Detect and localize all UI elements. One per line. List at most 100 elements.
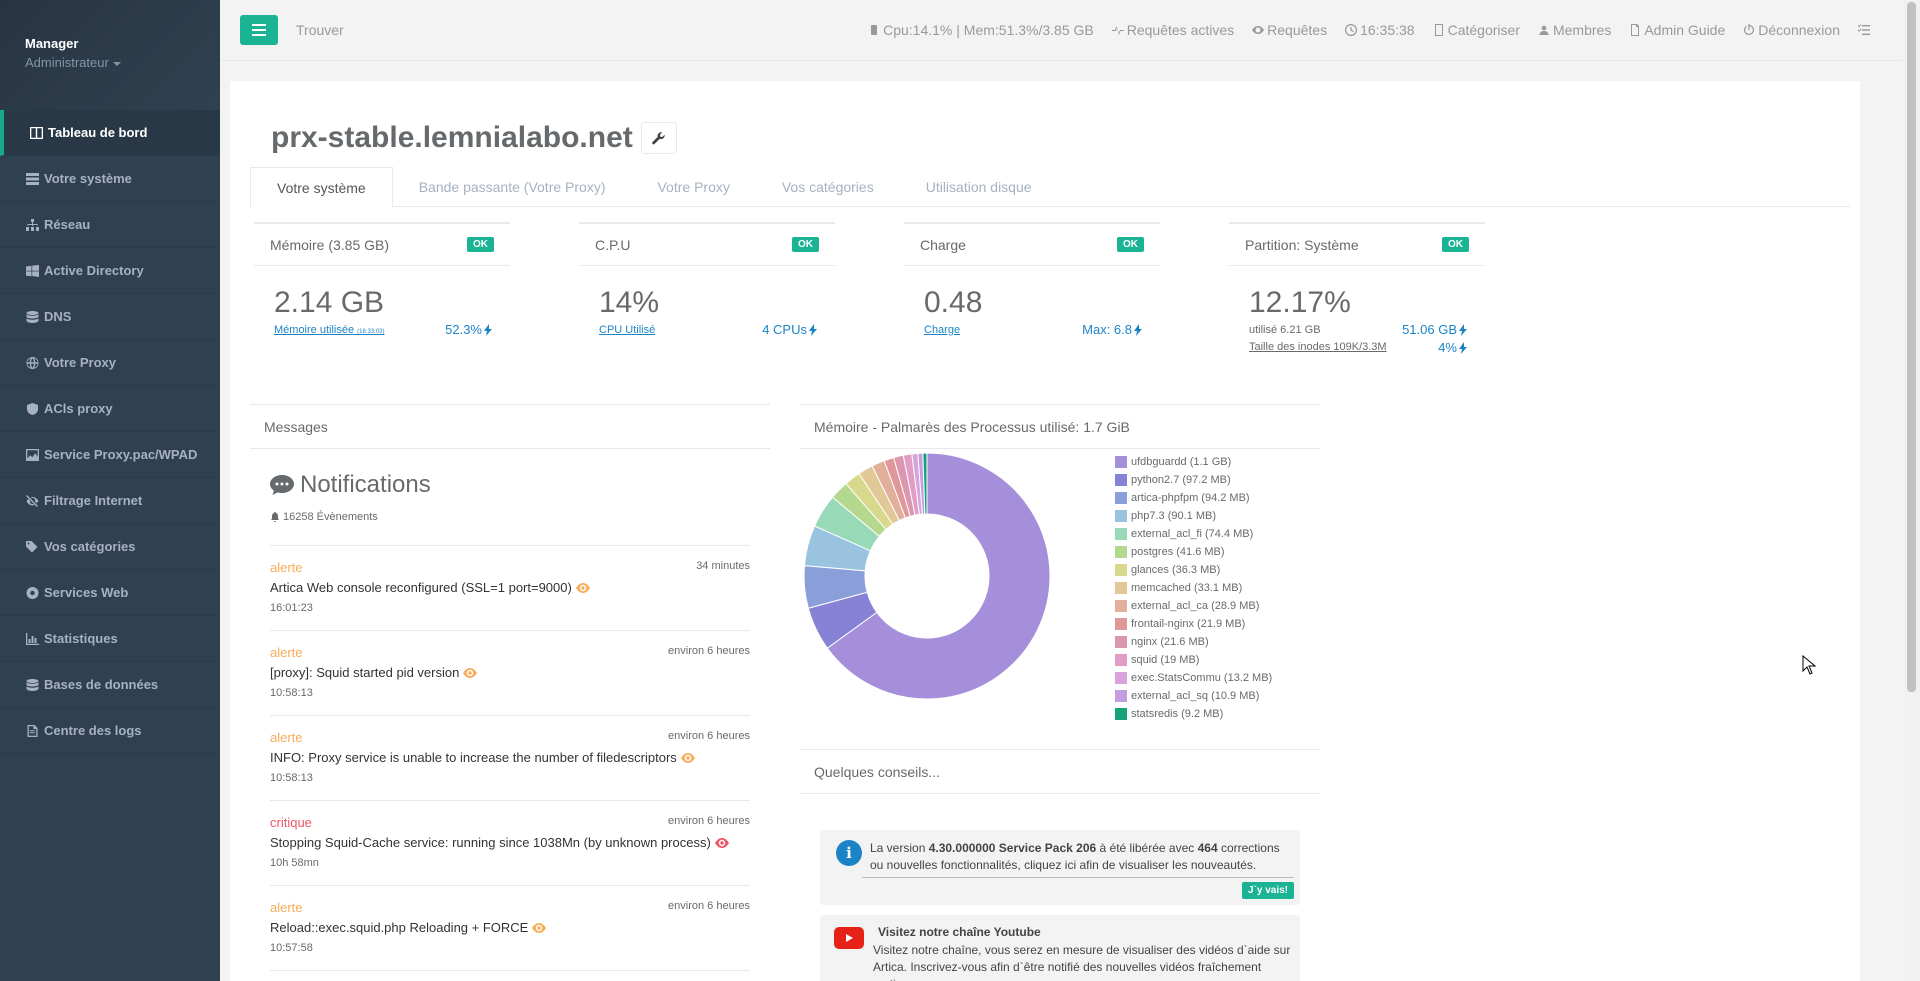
memory-chart-header: Mémoire - Palmarès des Processus utilisé… [800, 405, 1320, 449]
sidebar-item-label: Bases de données [44, 677, 159, 692]
list-item[interactable]: alerte environ 6 heures Reload::exec.squ… [270, 886, 750, 971]
tab-3[interactable]: Vos catégories [781, 179, 874, 195]
legend-label: exec.StatsCommu (13.2 MB) [1131, 672, 1273, 684]
eye-icon[interactable] [714, 837, 729, 848]
list-item[interactable]: alerte environ 6 heures [proxy]: Squid s… [270, 631, 750, 716]
admin-guide-link[interactable]: Admin Guide [1629, 22, 1725, 38]
tab-0[interactable]: Votre système [250, 167, 393, 208]
tab-4[interactable]: Utilisation disque [925, 179, 1032, 195]
profile-role-dropdown[interactable]: Administrateur [25, 55, 220, 70]
sidebar-item-0[interactable]: Tableau de bord [0, 110, 220, 156]
load-value: 0.48 [924, 286, 983, 319]
youtube-text: Visitez notre chaîne, vous serez en mesu… [873, 943, 1291, 981]
scrollbar-thumb[interactable] [1907, 2, 1916, 692]
book-icon [1434, 24, 1443, 36]
list-item[interactable]: alerte 34 minutes Artica Web console rec… [270, 546, 750, 631]
sitemap-icon [25, 218, 39, 231]
sidebar-item-4[interactable]: DNS [0, 294, 220, 340]
sidebar-item-7[interactable]: Service Proxy.pac/WPAD [0, 432, 220, 478]
legend-item[interactable]: memcached (33.1 MB) [1115, 579, 1272, 597]
settings-button[interactable] [640, 122, 677, 154]
system-status[interactable]: Cpu:14.1% | Mem:51.3%/3.85 GB [868, 22, 1094, 38]
eye-icon[interactable] [680, 752, 695, 763]
inodes-percent[interactable]: 4% [1438, 340, 1467, 355]
sidebar-item-8[interactable]: Filtrage Internet [0, 478, 220, 524]
notification-level: alerte [270, 900, 303, 915]
legend-item[interactable]: external_acl_sq (10.9 MB) [1115, 687, 1272, 705]
messages-header: Messages [250, 405, 770, 449]
pie-slice-0[interactable] [826, 452, 1051, 700]
partition-size[interactable]: 51.06 GB [1402, 322, 1467, 337]
bars-icon [252, 24, 266, 36]
cpu-used-link[interactable]: CPU Utilisé [599, 324, 656, 336]
sidebar-item-6[interactable]: ACls proxy [0, 386, 220, 432]
members-link[interactable]: Membres [1538, 22, 1611, 38]
eye-icon[interactable] [575, 582, 590, 593]
cpu-count[interactable]: 4 CPUs [762, 322, 817, 337]
search-input[interactable]: Trouver [296, 22, 344, 38]
tags-icon [25, 540, 39, 553]
legend-swatch [1115, 618, 1127, 630]
tab-1[interactable]: Bande passante (Votre Proxy) [418, 179, 606, 195]
sidebar-item-1[interactable]: Votre système [0, 156, 220, 202]
legend-item[interactable]: squid (19 MB) [1115, 651, 1272, 669]
eye-icon[interactable] [463, 667, 478, 678]
logout-link[interactable]: Déconnexion [1743, 22, 1840, 38]
go-button[interactable]: J`y vais! [1241, 882, 1294, 899]
sidebar-item-5[interactable]: Votre Proxy [0, 340, 220, 386]
tab-2[interactable]: Votre Proxy [657, 179, 730, 195]
notification-stamp: 16:01:23 [270, 602, 313, 614]
sidebar-item-9[interactable]: Vos catégories [0, 524, 220, 570]
legend-item[interactable]: artica-phpfpm (94.2 MB) [1115, 489, 1272, 507]
globe-icon [25, 356, 39, 369]
legend-swatch [1115, 564, 1127, 576]
logout-label: Déconnexion [1758, 22, 1840, 38]
notification-text: Stopping Squid-Cache service: running si… [270, 835, 711, 850]
memory-time: (16:33:03) [357, 329, 385, 335]
sidebar-item-10[interactable]: Services Web [0, 570, 220, 616]
requests-link[interactable]: Requêtes [1252, 22, 1327, 38]
legend-item[interactable]: postgres (41.6 MB) [1115, 543, 1272, 561]
pie-slice-14[interactable] [922, 452, 928, 515]
sidebar-item-12[interactable]: Bases de données [0, 662, 220, 708]
legend-item[interactable]: nginx (21.6 MB) [1115, 633, 1272, 651]
update-notice[interactable]: i La version 4.30.000000 Service Pack 20… [820, 830, 1300, 905]
events-count: 16258 Évènements [270, 511, 378, 523]
legend-item[interactable]: python2.7 (97.2 MB) [1115, 471, 1272, 489]
columns-icon [29, 126, 43, 139]
list-item[interactable]: alerte environ 6 heures INFO: Proxy serv… [270, 716, 750, 801]
menu-toggle-button[interactable] [240, 15, 278, 45]
notification-stamp: 10:58:13 [270, 687, 313, 699]
legend-item[interactable]: frontail-nginx (21.9 MB) [1115, 615, 1272, 633]
eye-icon[interactable] [532, 922, 547, 933]
active-requests-link[interactable]: Requêtes actives [1111, 22, 1234, 38]
image-icon [25, 448, 39, 461]
legend-item[interactable]: php7.3 (90.1 MB) [1115, 507, 1272, 525]
youtube-notice[interactable]: Visitez notre chaîne Youtube Visitez not… [820, 915, 1300, 981]
legend-item[interactable]: glances (36.3 MB) [1115, 561, 1272, 579]
sidebar-item-2[interactable]: Réseau [0, 202, 220, 248]
legend-item[interactable]: statsredis (9.2 MB) [1115, 705, 1272, 723]
legend-item[interactable]: exec.StatsCommu (13.2 MB) [1115, 669, 1272, 687]
categorize-link[interactable]: Catégoriser [1433, 22, 1520, 38]
list-item[interactable]: critique environ 6 heures Stopping Squid… [270, 801, 750, 886]
notification-time: environ 6 heures [668, 730, 750, 742]
load-max[interactable]: Max: 6.8 [1082, 322, 1142, 337]
scrollbar[interactable] [1903, 0, 1920, 981]
legend-item[interactable]: external_acl_fi (74.4 MB) [1115, 525, 1272, 543]
sidebar: Manager Administrateur Tableau de bord Vo… [0, 0, 220, 981]
legend-item[interactable]: ufdbguardd (1.1 GB) [1115, 453, 1272, 471]
sidebar-item-11[interactable]: Statistiques [0, 616, 220, 662]
power-icon [1744, 24, 1755, 35]
memory-used-link[interactable]: Mémoire utilisée (16:33:03) [274, 324, 385, 336]
cpu-title: C.P.U [595, 236, 631, 253]
sidebar-item-13[interactable]: Centre des logs [0, 708, 220, 754]
legend-swatch [1115, 492, 1127, 504]
memory-percent[interactable]: 52.3% [445, 322, 492, 337]
sidebar-item-3[interactable]: Active Directory [0, 248, 220, 294]
legend-label: ufdbguardd (1.1 GB) [1131, 456, 1232, 468]
pdf-icon [1631, 24, 1640, 36]
legend-item[interactable]: external_acl_ca (28.9 MB) [1115, 597, 1272, 615]
task-list-button[interactable] [1858, 24, 1873, 36]
load-link[interactable]: Charge [924, 324, 961, 336]
